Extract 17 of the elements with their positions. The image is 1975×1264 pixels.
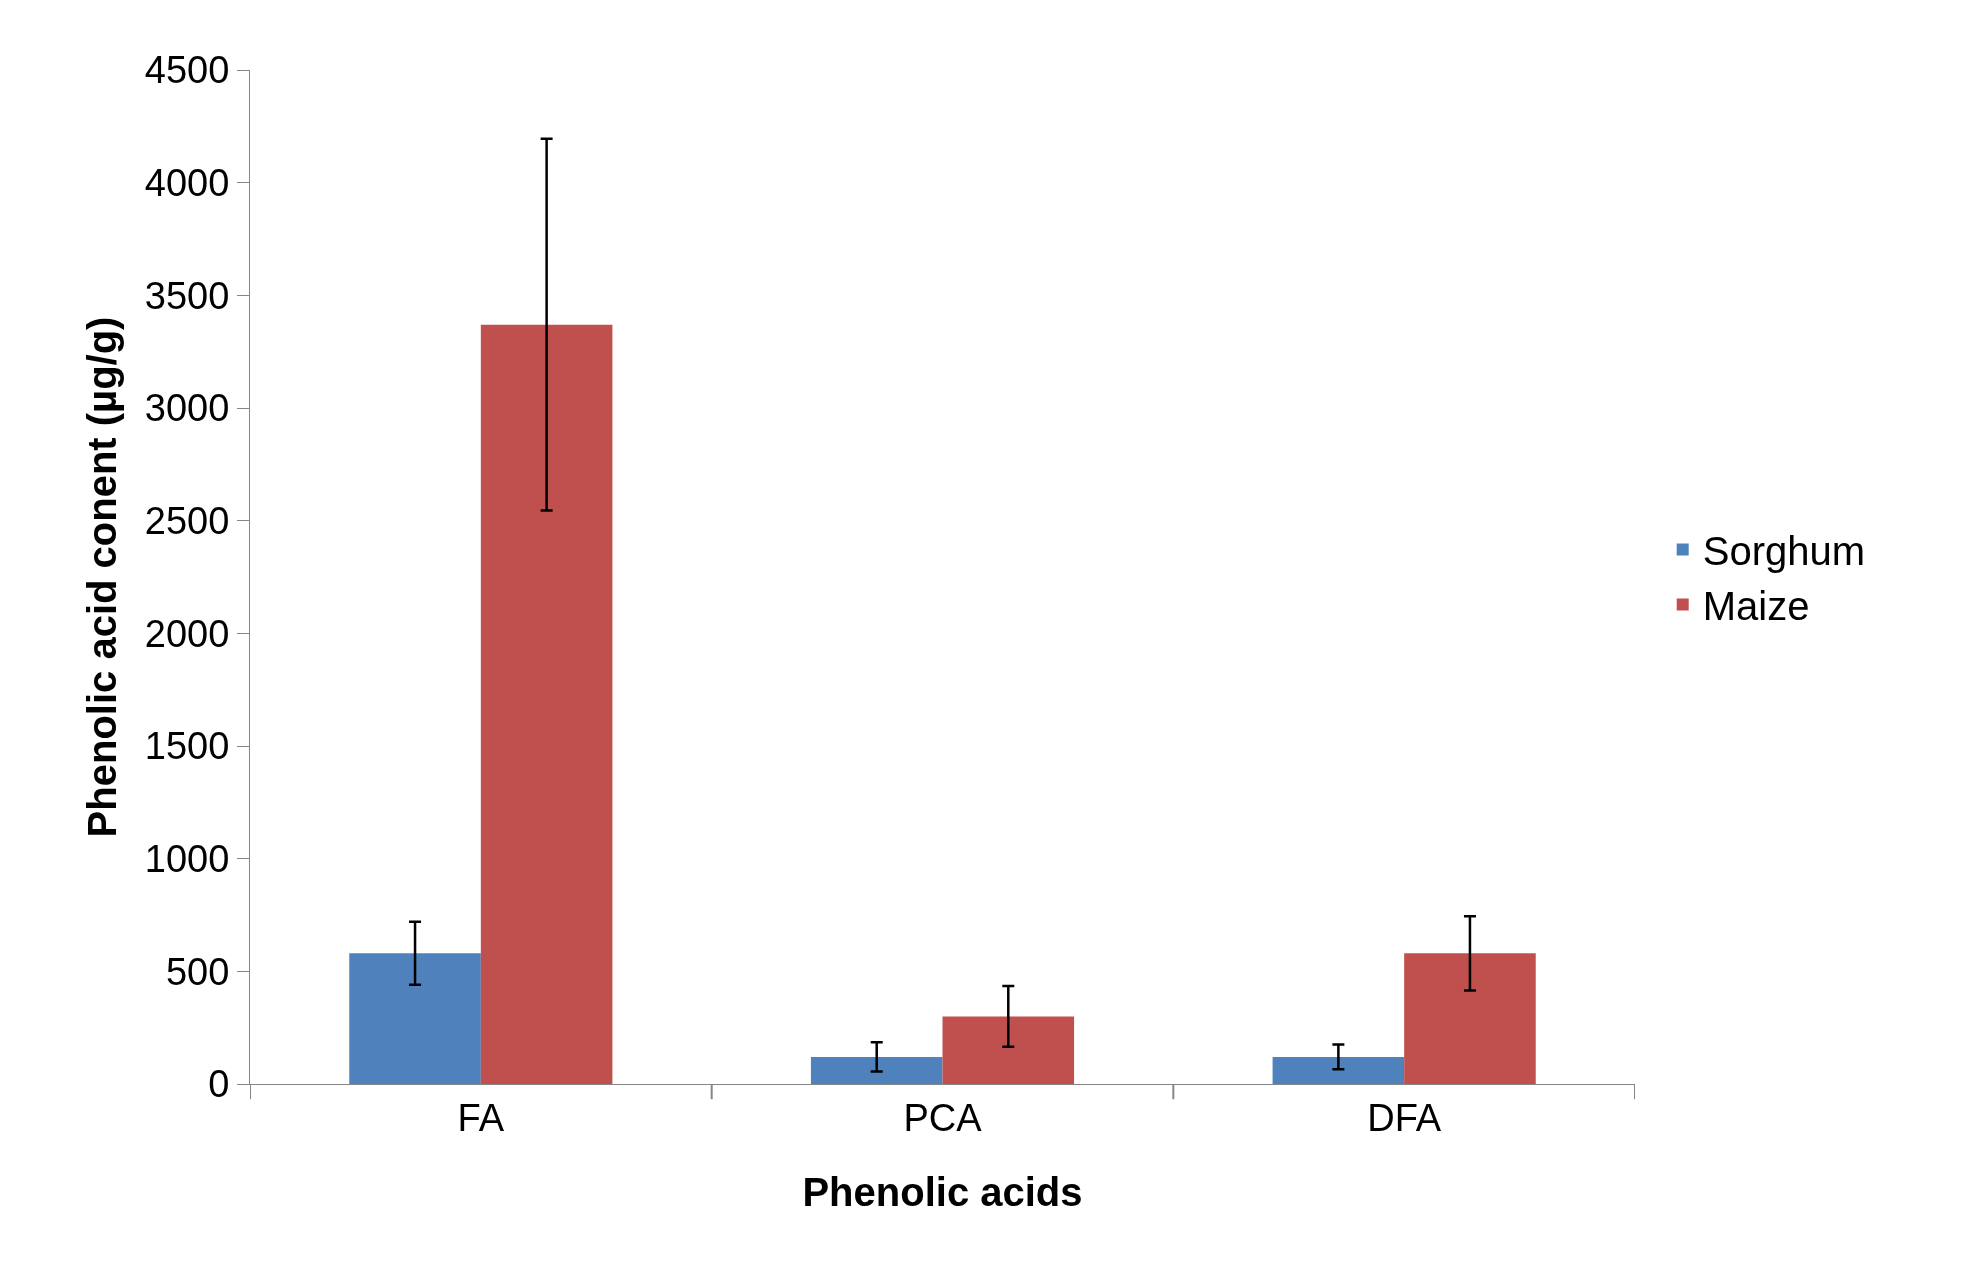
y-tick-label: 2000 (144, 612, 230, 655)
y-tick-label: 3000 (144, 387, 230, 430)
x-tick-label: PCA (903, 1096, 983, 1139)
x-tick-label: DFA (1367, 1096, 1442, 1139)
y-axis-title: Phenolic acid conent (µg/g) (80, 316, 125, 838)
y-tick-label: 0 (208, 1063, 230, 1106)
y-tick-label: 4500 (144, 49, 230, 92)
y-tick-label: 1000 (144, 837, 230, 880)
x-tick-label: FA (457, 1096, 505, 1139)
x-axis-title: Phenolic acids (802, 1170, 1083, 1215)
y-tick-label: 500 (165, 950, 230, 993)
y-tick-label: 4000 (144, 161, 230, 204)
y-tick-label: 1500 (144, 725, 230, 768)
legend-label: Maize (1702, 584, 1810, 629)
y-tick-label: 2500 (144, 499, 230, 542)
legend-label: Sorghum (1702, 529, 1866, 574)
y-tick-label: 3500 (144, 274, 230, 317)
